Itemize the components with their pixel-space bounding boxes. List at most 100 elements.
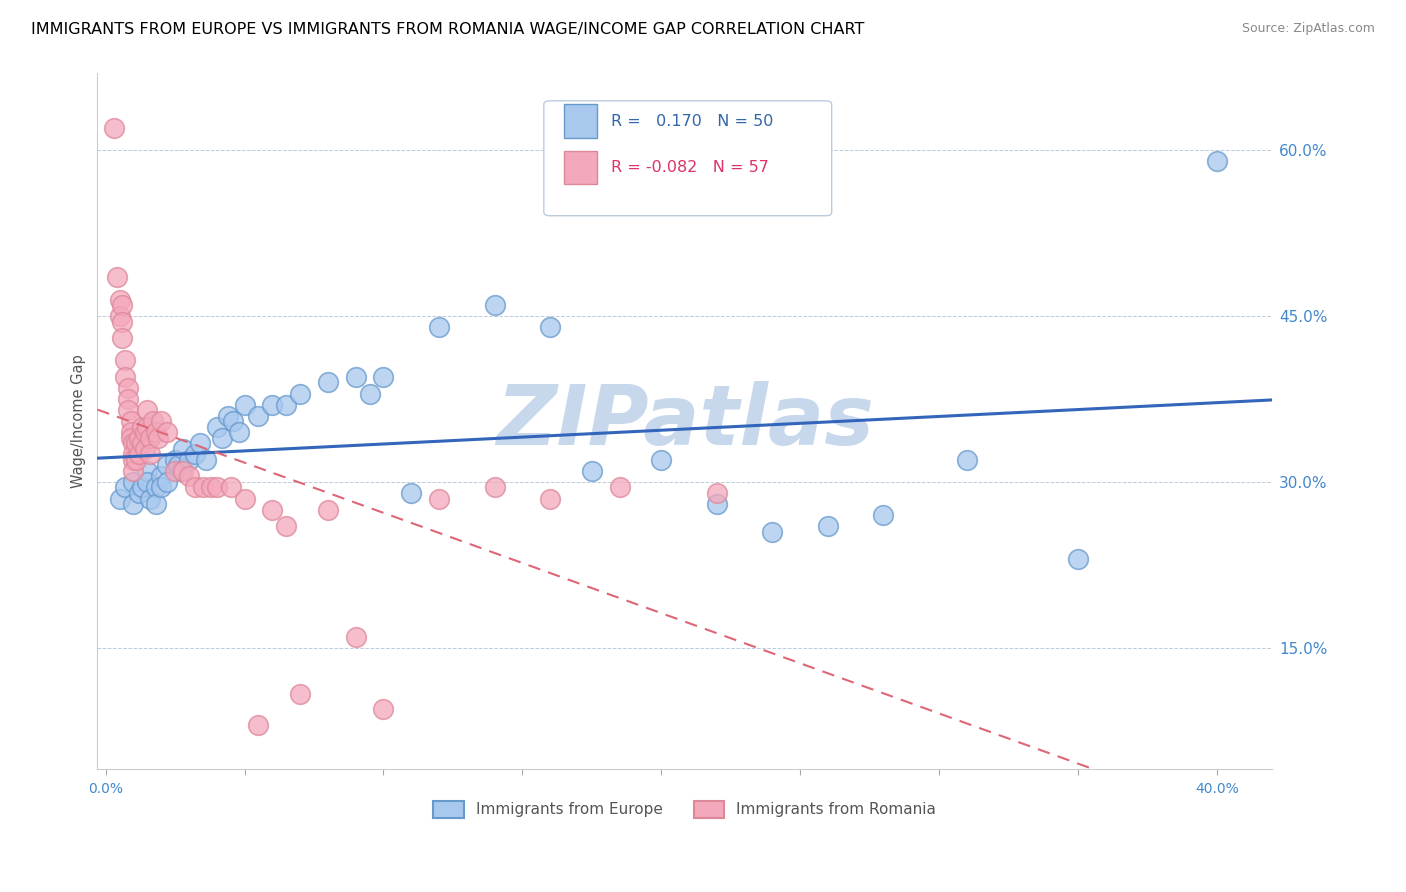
Point [172, 442, 194, 456]
Point [872, 508, 894, 522]
Point [145, 480, 167, 494]
Point [167, 458, 190, 473]
Point [1067, 552, 1090, 566]
Point [125, 453, 148, 467]
Point [761, 524, 783, 539]
Point [125, 436, 148, 450]
Point [111, 298, 134, 312]
Point [316, 502, 339, 516]
Point [247, 409, 270, 423]
Point [1205, 154, 1227, 169]
Point [150, 469, 173, 483]
Point [956, 453, 979, 467]
Point [120, 425, 142, 440]
Point [427, 320, 450, 334]
Point [139, 431, 162, 445]
Point [122, 447, 145, 461]
Point [114, 480, 136, 494]
Point [205, 419, 228, 434]
Point [276, 519, 298, 533]
Point [145, 497, 167, 511]
Point [114, 353, 136, 368]
Point [344, 370, 367, 384]
Point [219, 480, 242, 494]
Point [134, 425, 156, 440]
Text: R = -0.082   N = 57: R = -0.082 N = 57 [610, 161, 769, 175]
Point [538, 491, 561, 506]
Point [128, 431, 150, 445]
Point [706, 497, 728, 511]
Point [177, 469, 200, 483]
Point [205, 480, 228, 494]
Point [139, 491, 162, 506]
Point [359, 386, 381, 401]
Point [233, 491, 256, 506]
Bar [564, 104, 596, 137]
Point [114, 370, 136, 384]
Point [211, 431, 233, 445]
Point [122, 497, 145, 511]
Point [427, 491, 450, 506]
Point [194, 453, 217, 467]
Point [399, 486, 422, 500]
Point [233, 398, 256, 412]
Point [150, 480, 173, 494]
Point [122, 453, 145, 467]
Point [117, 392, 139, 406]
Point [120, 414, 142, 428]
Point [247, 718, 270, 732]
Point [484, 298, 506, 312]
FancyBboxPatch shape [544, 101, 832, 216]
Point [145, 425, 167, 440]
Point [484, 480, 506, 494]
Point [228, 425, 250, 440]
Point [316, 376, 339, 390]
Point [134, 442, 156, 456]
Point [156, 425, 179, 440]
Point [128, 447, 150, 461]
Text: R =   0.170   N = 50: R = 0.170 N = 50 [610, 113, 773, 128]
Point [139, 447, 162, 461]
Point [111, 331, 134, 345]
Bar [564, 151, 596, 185]
Point [122, 464, 145, 478]
Point [156, 475, 179, 489]
Point [165, 453, 187, 467]
Point [150, 414, 173, 428]
Point [108, 491, 131, 506]
Text: Source: ZipAtlas.com: Source: ZipAtlas.com [1241, 22, 1375, 36]
Point [262, 398, 284, 412]
Point [108, 293, 131, 307]
Point [344, 630, 367, 644]
Point [373, 701, 395, 715]
Point [120, 431, 142, 445]
Point [131, 419, 153, 434]
Point [217, 409, 239, 423]
Point [650, 453, 672, 467]
Point [103, 121, 125, 136]
Point [136, 403, 159, 417]
Point [136, 475, 159, 489]
Point [131, 436, 153, 450]
Point [191, 480, 214, 494]
Point [373, 370, 395, 384]
Point [188, 436, 211, 450]
Point [581, 464, 603, 478]
Point [122, 475, 145, 489]
Point [538, 320, 561, 334]
Point [288, 687, 311, 701]
Point [111, 315, 134, 329]
Point [222, 414, 245, 428]
Point [105, 270, 128, 285]
Point [117, 403, 139, 417]
Point [142, 414, 165, 428]
Legend: Immigrants from Europe, Immigrants from Romania: Immigrants from Europe, Immigrants from … [427, 795, 942, 824]
Point [200, 480, 222, 494]
Point [122, 436, 145, 450]
Point [609, 480, 631, 494]
Point [172, 464, 194, 478]
Point [288, 386, 311, 401]
Point [276, 398, 298, 412]
Point [170, 464, 193, 478]
Point [177, 453, 200, 467]
